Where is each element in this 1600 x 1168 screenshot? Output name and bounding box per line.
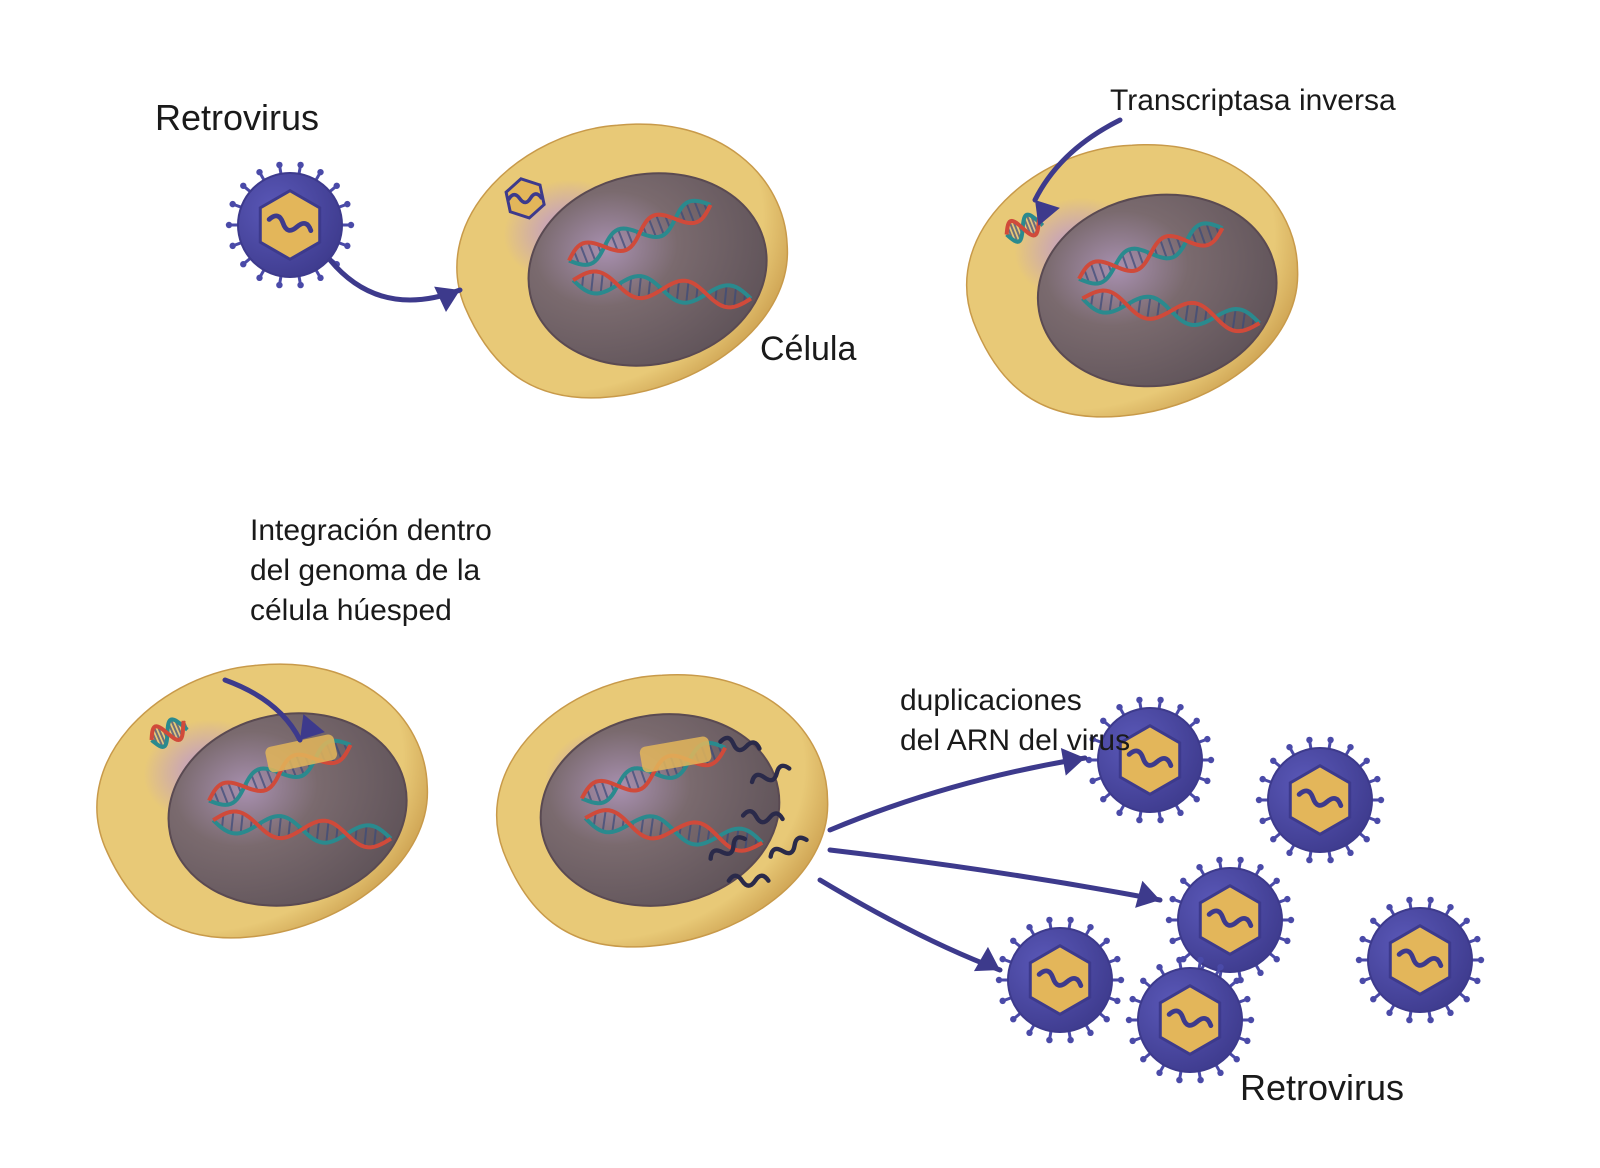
cell-replication: [476, 649, 849, 970]
retrovirus-progeny-2: [1166, 857, 1294, 984]
integracion_l3: célula húesped: [250, 594, 452, 627]
duplicaciones_l1: duplicaciones: [900, 684, 1082, 717]
celula: Célula: [760, 330, 856, 368]
integracion_l1: Integración dentro: [250, 514, 492, 547]
retrovirus_top: Retrovirus: [155, 97, 319, 138]
integracion_l2: del genoma de la: [250, 554, 480, 587]
retrovirus-progeny-3: [996, 917, 1124, 1044]
cell-entry: [432, 94, 812, 425]
retrovirus-progeny-4: [1126, 957, 1254, 1084]
retrovirus-progeny-0: [1086, 697, 1214, 824]
retrovirus-progeny-5: [1356, 897, 1484, 1024]
transcriptasa: Transcriptasa inversa: [1110, 84, 1396, 117]
retrovirus-incoming: [226, 162, 354, 289]
cell-reverse-transcription: [946, 119, 1319, 440]
cell-integration: [72, 634, 452, 965]
retrovirus_bottom: Retrovirus: [1240, 1067, 1404, 1108]
retrovirus-progeny-1: [1256, 737, 1384, 864]
duplicaciones_l2: del ARN del virus: [900, 724, 1130, 757]
